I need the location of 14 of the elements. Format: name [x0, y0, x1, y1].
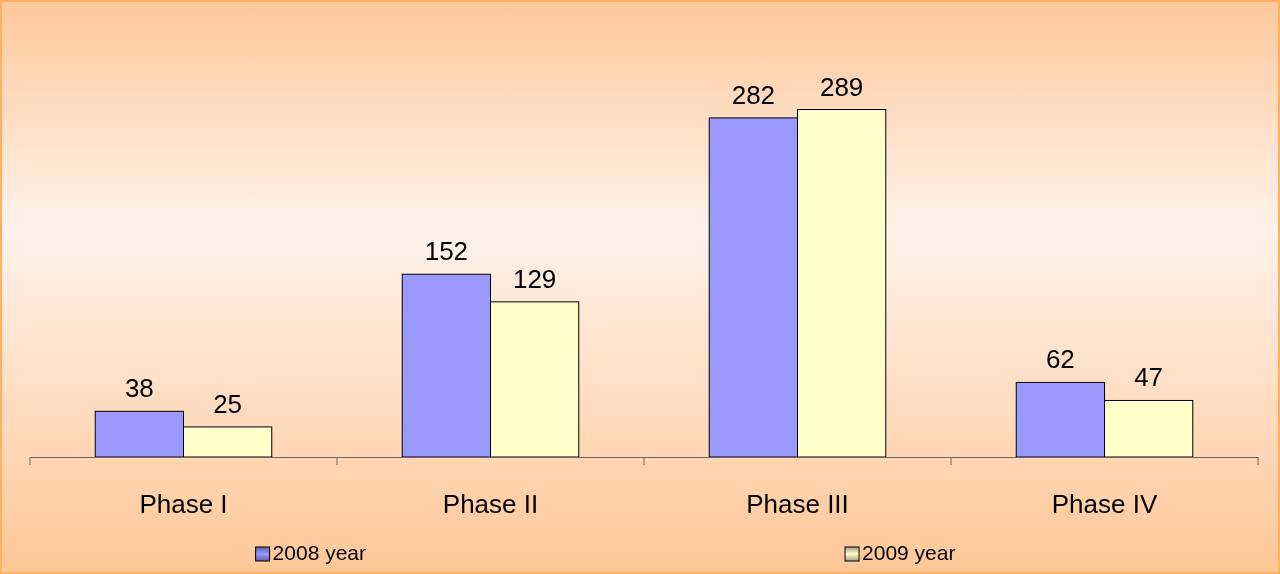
legend-label: 2009 year: [862, 541, 956, 564]
data-label: 38: [124, 373, 154, 404]
x-tick-label: Phase IV: [1051, 489, 1158, 519]
data-label: 62: [1045, 344, 1075, 375]
data-label: 282: [731, 79, 776, 110]
data-label: 289: [819, 71, 864, 102]
data-label: 47: [1134, 362, 1164, 393]
x-tick-label: Phase III: [746, 489, 849, 519]
data-label: 25: [213, 388, 243, 419]
legend-label: 2008 year: [272, 541, 367, 564]
data-label: 152: [424, 236, 469, 267]
x-tick-label: Phase II: [442, 489, 539, 519]
x-tick-label: Phase I: [139, 489, 228, 519]
data-label: 129: [512, 263, 557, 294]
